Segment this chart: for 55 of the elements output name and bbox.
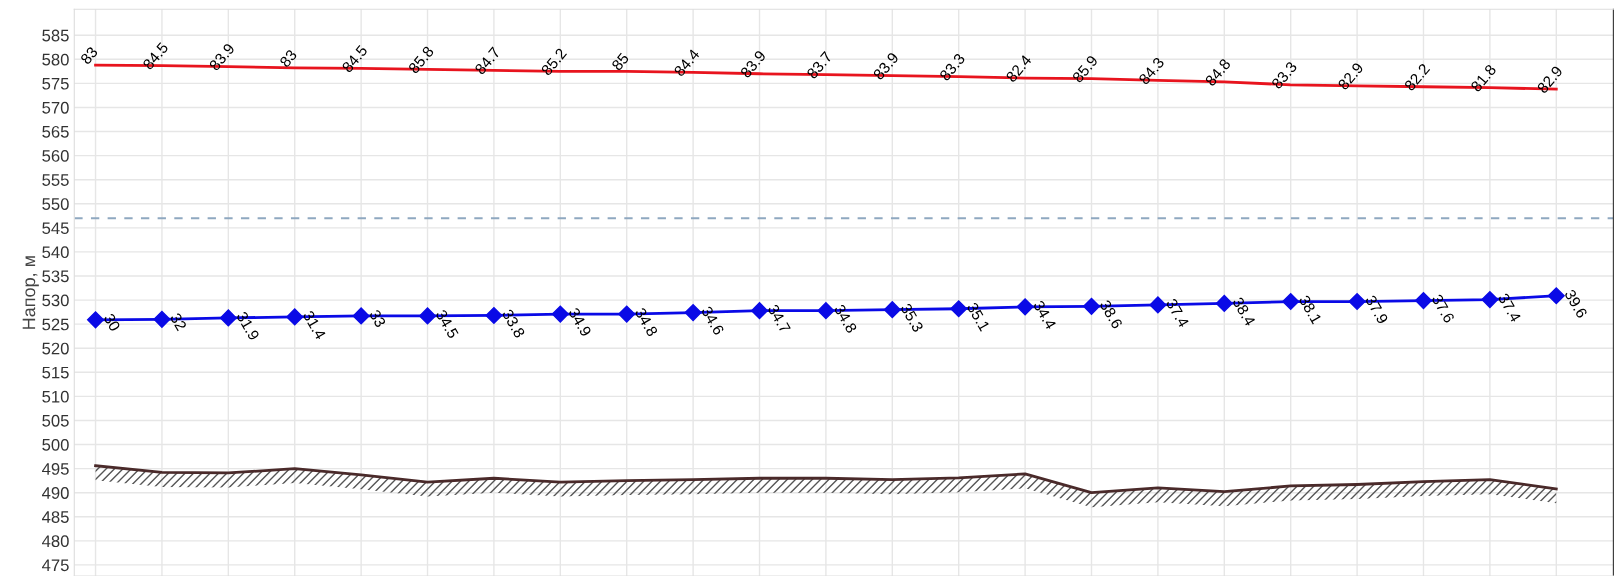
y-tick-label: 495 <box>42 463 69 475</box>
point <box>286 308 304 326</box>
y-tick-label: 540 <box>42 246 69 259</box>
point <box>817 302 835 320</box>
y-tick-label: 545 <box>42 222 69 235</box>
point <box>551 305 569 323</box>
y-tick-label: 550 <box>42 198 69 210</box>
point <box>86 311 105 329</box>
y-tick-label: 585 <box>42 29 69 42</box>
point <box>153 310 171 328</box>
y-axis-title: Напор, м <box>22 256 39 329</box>
annotation: 32 <box>169 312 187 332</box>
point <box>750 302 769 320</box>
y-tick-label: 510 <box>42 390 69 403</box>
point <box>1282 292 1300 311</box>
point <box>352 307 370 325</box>
point <box>219 309 237 327</box>
y-tick-label: 515 <box>42 366 69 379</box>
y-tick-label: 560 <box>42 150 69 162</box>
y-tick-label: 520 <box>42 342 69 355</box>
annotation: 33 <box>368 308 387 328</box>
point <box>1481 291 1499 309</box>
annotation: 30 <box>103 312 121 332</box>
point <box>1414 292 1433 310</box>
point <box>1149 296 1167 314</box>
y-tick-label: 570 <box>42 101 69 114</box>
point <box>418 307 437 325</box>
y-tick-label: 475 <box>42 559 69 572</box>
annotation: 83 <box>279 48 298 68</box>
y-tick-label: 580 <box>42 53 69 66</box>
point <box>485 306 503 325</box>
y-tick-label: 530 <box>42 294 69 307</box>
point <box>950 300 968 318</box>
y-tick-label: 500 <box>42 438 69 451</box>
y-tick-label: 525 <box>42 318 69 331</box>
point <box>883 301 901 319</box>
line-series <box>94 464 1558 495</box>
y-tick-label: 505 <box>42 414 69 427</box>
annotation: 85 <box>611 52 630 72</box>
point <box>618 305 636 323</box>
y-tick-label: 575 <box>42 77 69 90</box>
annotation: 83 <box>79 46 99 65</box>
y-tick-label: 535 <box>42 270 69 283</box>
y-tick-label: 485 <box>42 511 69 523</box>
y-tick-label: 565 <box>42 125 69 138</box>
y-tick-label: 480 <box>42 535 69 548</box>
y-tick-label: 555 <box>42 174 69 186</box>
point <box>1215 294 1233 312</box>
point <box>1348 292 1366 311</box>
point <box>684 304 702 322</box>
point <box>1016 298 1034 316</box>
point <box>1547 287 1565 305</box>
y-tick-label: 490 <box>42 487 69 499</box>
annotation: 34.7 <box>767 303 791 334</box>
point <box>1082 297 1101 315</box>
